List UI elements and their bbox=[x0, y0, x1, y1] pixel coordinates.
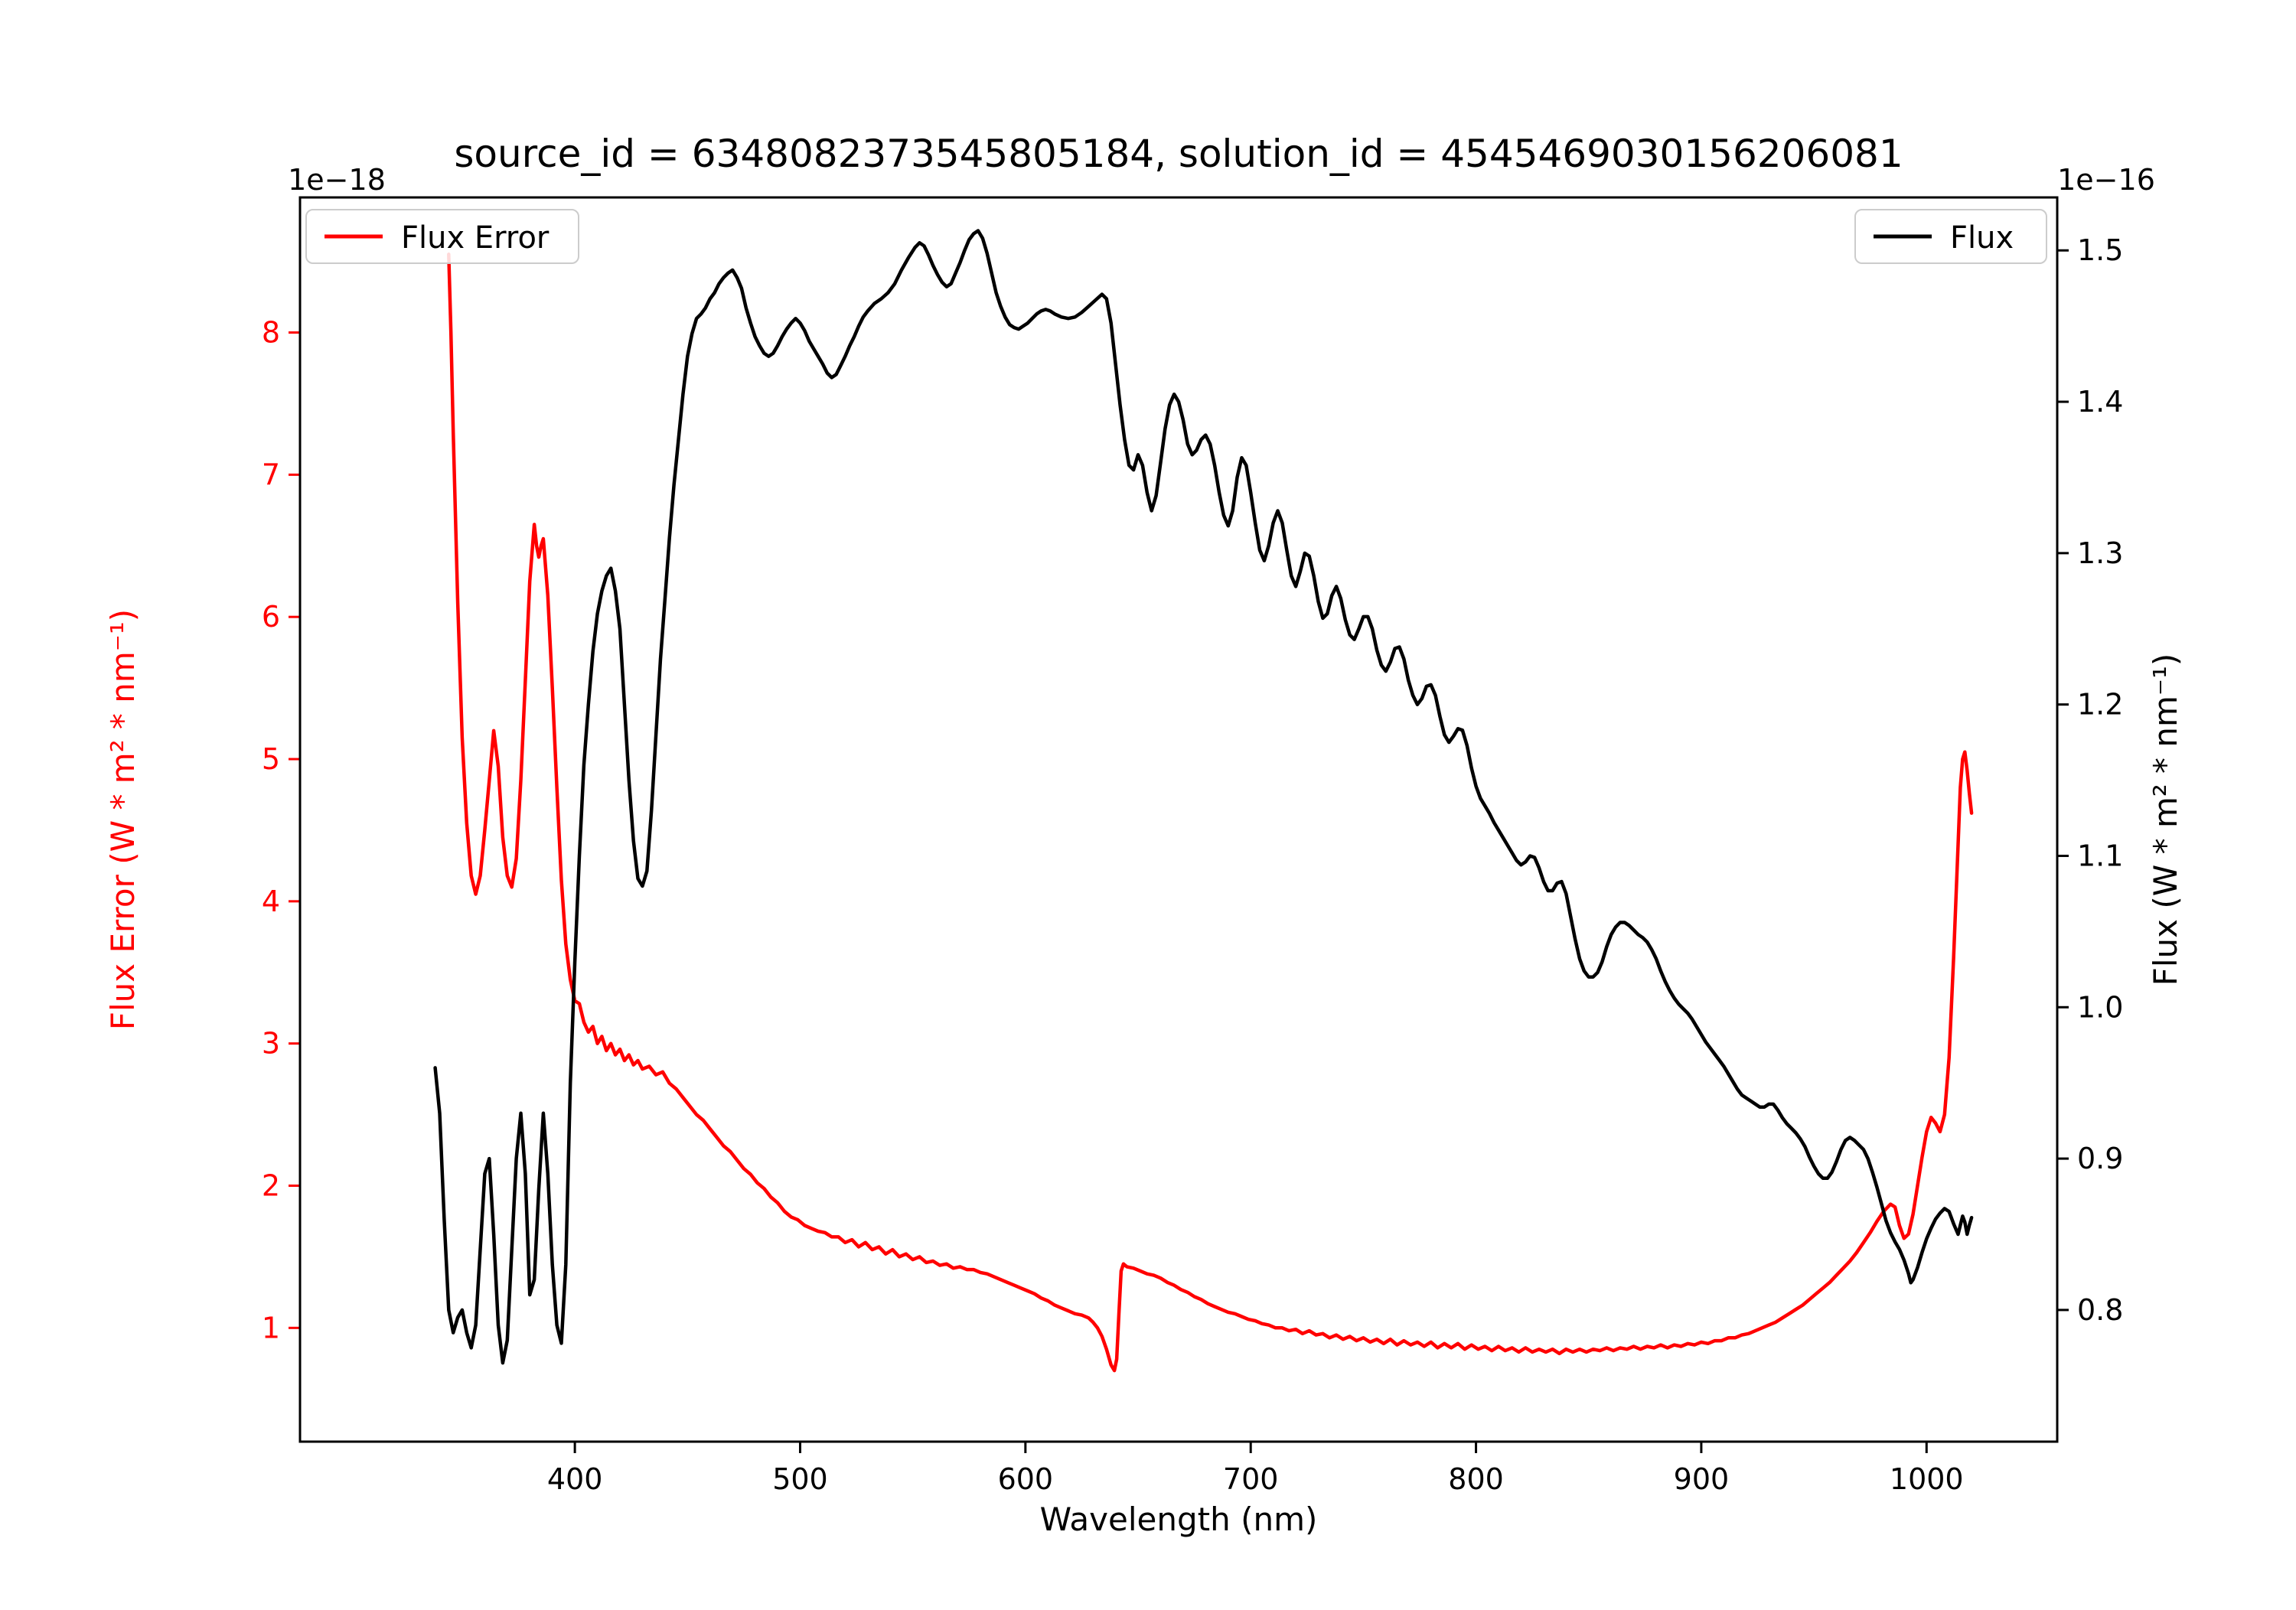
y-axis-label-left: Flux Error (W * m² * nm⁻¹) bbox=[104, 609, 142, 1030]
left-axis-offset-label: 1e−18 bbox=[288, 163, 386, 197]
right-axis-offset-label: 1e−16 bbox=[2057, 163, 2155, 197]
y-axis-label-right: Flux (W * m² * nm⁻¹) bbox=[2147, 653, 2184, 986]
x-tick-label: 700 bbox=[1223, 1462, 1279, 1496]
legend-flux-error: Flux Error bbox=[305, 209, 579, 264]
x-axis-label: Wavelength (nm) bbox=[1040, 1501, 1318, 1538]
y-right-tick-label: 1.2 bbox=[2077, 688, 2123, 722]
legend-box bbox=[305, 209, 579, 264]
y-left-tick-label: 3 bbox=[262, 1027, 280, 1061]
x-tick-label: 800 bbox=[1448, 1462, 1504, 1496]
y-left-tick-label: 4 bbox=[262, 885, 280, 918]
y-right-tick-label: 0.9 bbox=[2077, 1142, 2123, 1175]
y-right-tick-label: 1.3 bbox=[2077, 536, 2123, 570]
y-left-tick-label: 7 bbox=[262, 458, 280, 491]
y-left-tick-label: 1 bbox=[262, 1311, 280, 1344]
legend-label-flux-error: Flux Error bbox=[401, 220, 550, 256]
x-tick-label: 1000 bbox=[1890, 1462, 1964, 1496]
legend-label-flux: Flux bbox=[1950, 220, 2014, 256]
axis-ticks: 400 500 600 700 800 900 1000 1 2 3 4 5 6 7 8 0.8 0.9 1.0 1… bbox=[262, 233, 2124, 1496]
x-tick-label: 900 bbox=[1674, 1462, 1730, 1496]
y-right-tick-label: 1.1 bbox=[2077, 839, 2123, 872]
x-tick-label: 600 bbox=[998, 1462, 1054, 1496]
plot-area-border bbox=[298, 196, 2059, 1443]
legend-flux: Flux bbox=[1854, 209, 2047, 264]
series-flux-error bbox=[447, 253, 1974, 1373]
y-left-tick-label: 6 bbox=[262, 600, 280, 634]
x-tick-label: 500 bbox=[772, 1462, 828, 1496]
y-left-tick-label: 8 bbox=[262, 316, 280, 350]
x-tick-label: 400 bbox=[547, 1462, 603, 1496]
y-left-tick-label: 5 bbox=[262, 742, 280, 776]
series-flux bbox=[433, 229, 1974, 1365]
legend-box bbox=[1854, 209, 2047, 264]
y-left-tick-label: 2 bbox=[262, 1169, 280, 1203]
plot-series bbox=[433, 229, 1974, 1373]
chart-title: source_id = 6348082373545805184, solutio… bbox=[454, 132, 1903, 176]
y-right-tick-label: 0.8 bbox=[2077, 1293, 2123, 1327]
y-right-tick-label: 1.5 bbox=[2077, 233, 2123, 267]
y-right-tick-label: 1.4 bbox=[2077, 385, 2123, 419]
y-right-tick-label: 1.0 bbox=[2077, 990, 2123, 1024]
